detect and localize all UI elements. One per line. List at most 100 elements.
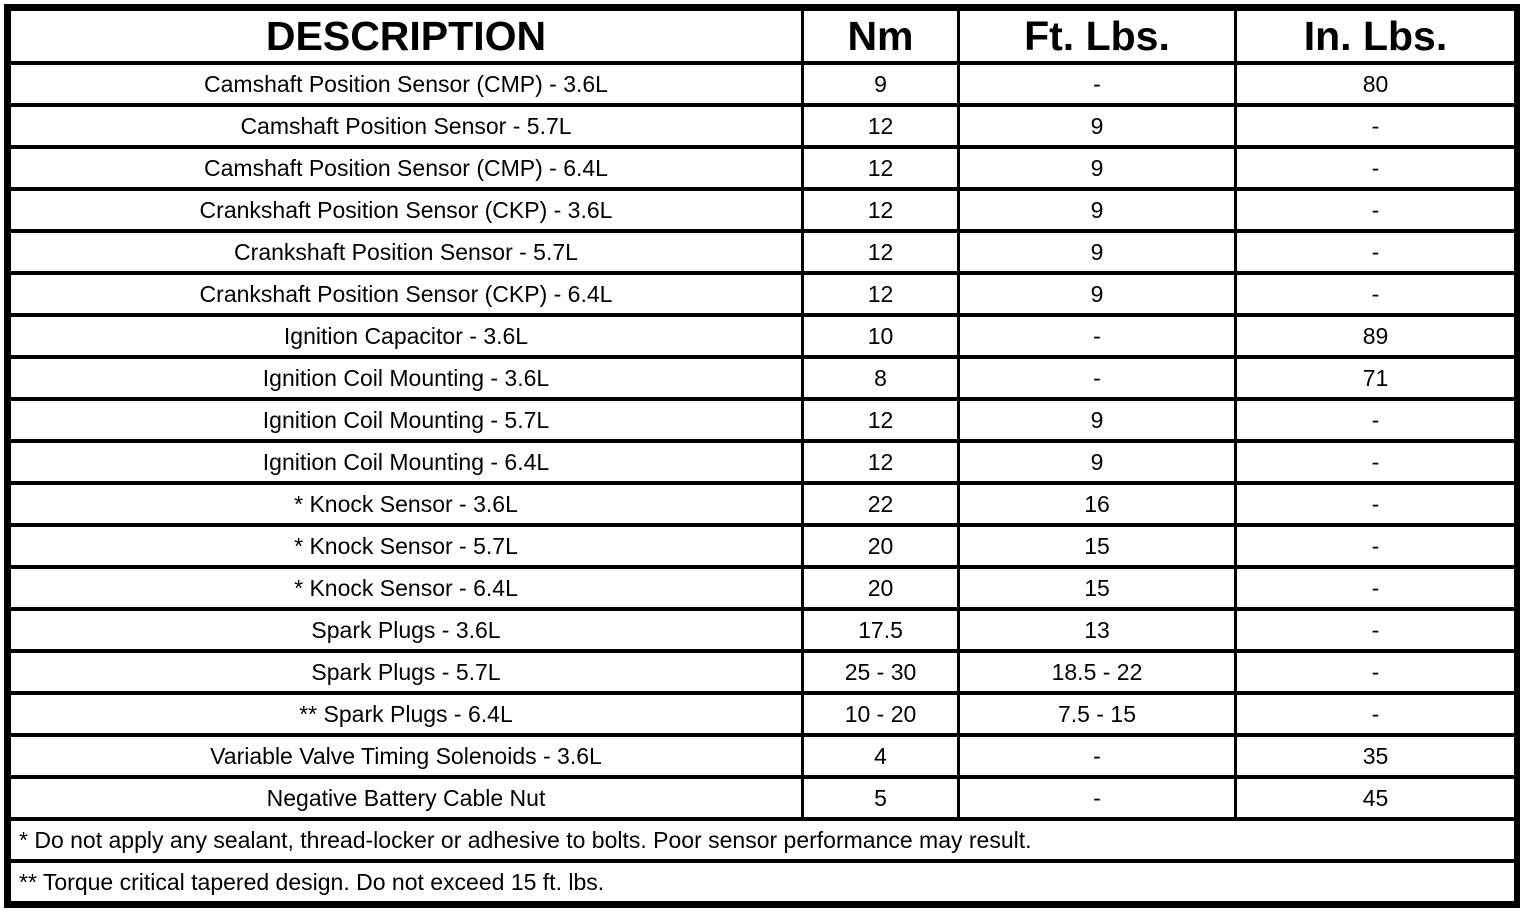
in-lbs-cell: -: [1234, 481, 1519, 527]
description-cell: Negative Battery Cable Nut: [6, 775, 804, 821]
description-cell: Spark Plugs - 5.7L: [6, 649, 804, 695]
nm-cell: 22: [801, 481, 960, 527]
ft-lbs-cell: 9: [957, 103, 1237, 149]
description-cell: Spark Plugs - 3.6L: [6, 607, 804, 653]
table-row: ** Spark Plugs - 6.4L 10 - 20 7.5 - 15 -: [6, 691, 1519, 737]
nm-cell: 17.5: [801, 607, 960, 653]
in-lbs-cell: 35: [1234, 733, 1519, 779]
nm-cell: 12: [801, 145, 960, 191]
in-lbs-cell: -: [1234, 145, 1519, 191]
ft-lbs-cell: 15: [957, 523, 1237, 569]
ft-lbs-cell: 9: [957, 397, 1237, 443]
description-cell: Variable Valve Timing Solenoids - 3.6L: [6, 733, 804, 779]
in-lbs-cell: -: [1234, 439, 1519, 485]
ft-lbs-cell: -: [957, 775, 1237, 821]
in-lbs-cell: -: [1234, 649, 1519, 695]
ft-lbs-cell: 16: [957, 481, 1237, 527]
description-cell: Crankshaft Position Sensor (CKP) - 3.6L: [6, 187, 804, 233]
in-lbs-cell: 80: [1234, 61, 1519, 107]
ft-lbs-cell: 9: [957, 145, 1237, 191]
description-cell: * Knock Sensor - 6.4L: [6, 565, 804, 611]
ft-lbs-cell: -: [957, 61, 1237, 107]
description-cell: Camshaft Position Sensor (CMP) - 6.4L: [6, 145, 804, 191]
in-lbs-cell: -: [1234, 103, 1519, 149]
ft-lbs-cell: 13: [957, 607, 1237, 653]
column-header-description: DESCRIPTION: [6, 5, 804, 65]
description-cell: Crankshaft Position Sensor (CKP) - 6.4L: [6, 271, 804, 317]
nm-cell: 20: [801, 565, 960, 611]
description-cell: Crankshaft Position Sensor - 5.7L: [6, 229, 804, 275]
in-lbs-cell: -: [1234, 607, 1519, 653]
ft-lbs-cell: 9: [957, 439, 1237, 485]
in-lbs-cell: -: [1234, 523, 1519, 569]
table-row: Crankshaft Position Sensor - 5.7L 12 9 -: [6, 229, 1519, 275]
description-cell: Ignition Coil Mounting - 6.4L: [6, 439, 804, 485]
table-row: Ignition Capacitor - 3.6L 10 - 89: [6, 313, 1519, 359]
in-lbs-cell: -: [1234, 229, 1519, 275]
in-lbs-cell: -: [1234, 271, 1519, 317]
ft-lbs-cell: -: [957, 355, 1237, 401]
nm-cell: 8: [801, 355, 960, 401]
description-cell: Camshaft Position Sensor (CMP) - 3.6L: [6, 61, 804, 107]
nm-cell: 12: [801, 439, 960, 485]
ft-lbs-cell: -: [957, 313, 1237, 359]
description-cell: * Knock Sensor - 3.6L: [6, 481, 804, 527]
nm-cell: 12: [801, 229, 960, 275]
in-lbs-cell: 45: [1234, 775, 1519, 821]
table-header-row: DESCRIPTION Nm Ft. Lbs. In. Lbs.: [6, 5, 1519, 65]
description-cell: Ignition Capacitor - 3.6L: [6, 313, 804, 359]
nm-cell: 12: [801, 271, 960, 317]
description-cell: * Knock Sensor - 5.7L: [6, 523, 804, 569]
in-lbs-cell: -: [1234, 691, 1519, 737]
description-cell: ** Spark Plugs - 6.4L: [6, 691, 804, 737]
nm-cell: 12: [801, 187, 960, 233]
footnote-text: ** Torque critical tapered design. Do no…: [6, 859, 1519, 907]
table-row: * Knock Sensor - 3.6L 22 16 -: [6, 481, 1519, 527]
footnote-text: * Do not apply any sealant, thread-locke…: [6, 817, 1519, 863]
table-row: * Knock Sensor - 5.7L 20 15 -: [6, 523, 1519, 569]
description-cell: Camshaft Position Sensor - 5.7L: [6, 103, 804, 149]
in-lbs-cell: 89: [1234, 313, 1519, 359]
table-row: Ignition Coil Mounting - 3.6L 8 - 71: [6, 355, 1519, 401]
table-row: Spark Plugs - 5.7L 25 - 30 18.5 - 22 -: [6, 649, 1519, 695]
ft-lbs-cell: 9: [957, 229, 1237, 275]
nm-cell: 12: [801, 397, 960, 443]
table-row: Camshaft Position Sensor (CMP) - 3.6L 9 …: [6, 61, 1519, 107]
table-row: Camshaft Position Sensor - 5.7L 12 9 -: [6, 103, 1519, 149]
footnote-row: * Do not apply any sealant, thread-locke…: [6, 817, 1519, 863]
ft-lbs-cell: 9: [957, 187, 1237, 233]
table-row: Spark Plugs - 3.6L 17.5 13 -: [6, 607, 1519, 653]
table-row: Crankshaft Position Sensor (CKP) - 3.6L …: [6, 187, 1519, 233]
nm-cell: 10 - 20: [801, 691, 960, 737]
nm-cell: 10: [801, 313, 960, 359]
table-row: Crankshaft Position Sensor (CKP) - 6.4L …: [6, 271, 1519, 317]
footnote-row: ** Torque critical tapered design. Do no…: [6, 859, 1519, 907]
ft-lbs-cell: 9: [957, 271, 1237, 317]
ft-lbs-cell: 7.5 - 15: [957, 691, 1237, 737]
ft-lbs-cell: 15: [957, 565, 1237, 611]
table-row: Ignition Coil Mounting - 5.7L 12 9 -: [6, 397, 1519, 443]
nm-cell: 5: [801, 775, 960, 821]
in-lbs-cell: -: [1234, 397, 1519, 443]
nm-cell: 12: [801, 103, 960, 149]
table-row: Variable Valve Timing Solenoids - 3.6L 4…: [6, 733, 1519, 779]
description-cell: Ignition Coil Mounting - 3.6L: [6, 355, 804, 401]
torque-spec-table: DESCRIPTION Nm Ft. Lbs. In. Lbs. Camshaf…: [4, 4, 1520, 908]
table-row: Camshaft Position Sensor (CMP) - 6.4L 12…: [6, 145, 1519, 191]
table-row: Ignition Coil Mounting - 6.4L 12 9 -: [6, 439, 1519, 485]
column-header-nm: Nm: [801, 5, 960, 65]
table-row: * Knock Sensor - 6.4L 20 15 -: [6, 565, 1519, 611]
in-lbs-cell: -: [1234, 565, 1519, 611]
column-header-ft-lbs: Ft. Lbs.: [957, 5, 1237, 65]
ft-lbs-cell: -: [957, 733, 1237, 779]
nm-cell: 20: [801, 523, 960, 569]
in-lbs-cell: -: [1234, 187, 1519, 233]
nm-cell: 9: [801, 61, 960, 107]
description-cell: Ignition Coil Mounting - 5.7L: [6, 397, 804, 443]
nm-cell: 25 - 30: [801, 649, 960, 695]
in-lbs-cell: 71: [1234, 355, 1519, 401]
ft-lbs-cell: 18.5 - 22: [957, 649, 1237, 695]
nm-cell: 4: [801, 733, 960, 779]
column-header-in-lbs: In. Lbs.: [1234, 5, 1519, 65]
